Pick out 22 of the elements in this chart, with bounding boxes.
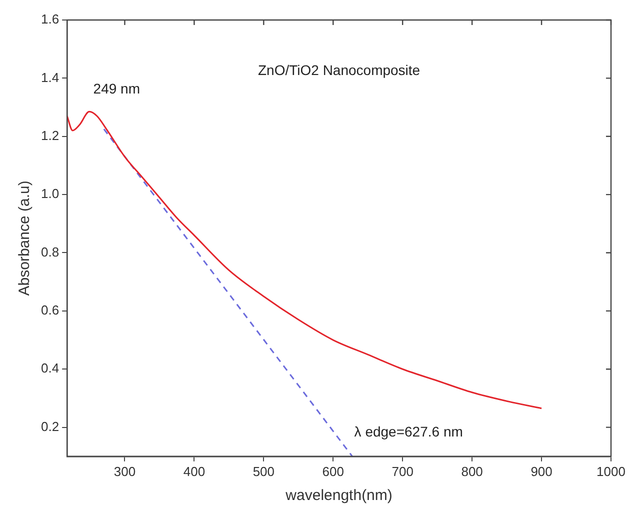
y-tick-label: 1.0 [40,186,60,202]
annotation: 249 nm [93,80,140,97]
y-tick-label: 0.8 [40,244,60,260]
y-tick-label: 1.4 [40,70,60,85]
y-tick-label: 0.2 [40,418,60,434]
x-tick-label: 700 [392,464,414,479]
x-tick-label: 600 [322,464,344,479]
x-axis-title: wavelength(nm) [284,487,392,504]
text: ZnO/TiO2 Nanocomposite [258,62,420,78]
y-tick-label: 0.6 [40,302,60,318]
x-tick-label: 900 [530,464,552,479]
y-tick-label: 1.2 [40,128,60,143]
y-tick-label: 1.6 [40,12,60,27]
x-tick-label: 800 [461,464,483,479]
line-series [66,110,542,410]
y-axis-title: Absorbance (a.u) [16,180,34,296]
x-tick-label: 300 [114,464,136,479]
x-tick-label: 400 [183,464,206,479]
x-tick-label: 500 [252,464,275,479]
x-tick-label: 1000 [596,464,626,479]
y-tick-label: 0.4 [40,360,60,376]
annotation: λ edge=627.6 nm [354,423,463,440]
